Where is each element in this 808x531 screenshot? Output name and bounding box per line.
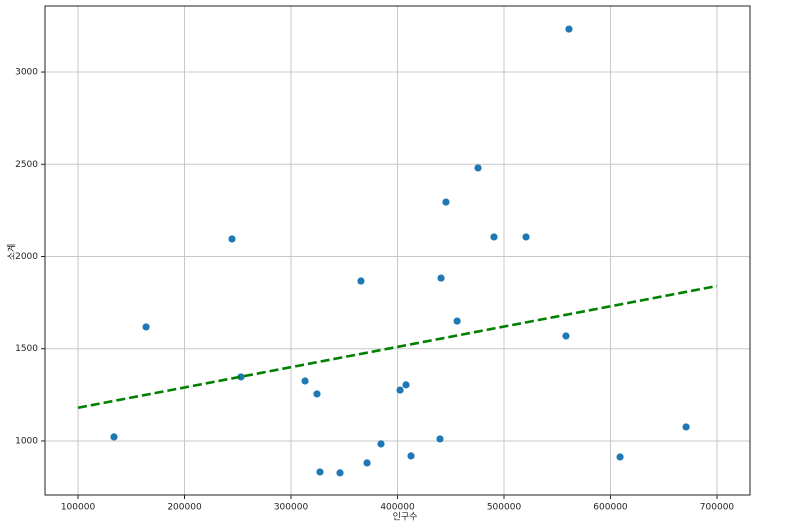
- point: [474, 164, 482, 172]
- x-tick-label: 100000: [61, 503, 96, 513]
- x-tick-label: 200000: [167, 503, 202, 513]
- point: [363, 459, 371, 467]
- point: [377, 440, 385, 448]
- point: [453, 317, 461, 325]
- y-tick-label: 2500: [15, 160, 38, 170]
- point: [407, 452, 415, 460]
- x-tick-label: 400000: [380, 503, 415, 513]
- point: [301, 377, 309, 385]
- point: [437, 274, 445, 282]
- point: [357, 277, 365, 285]
- y-tick-label: 2000: [15, 252, 38, 262]
- point: [436, 435, 444, 443]
- point: [396, 386, 404, 394]
- point: [336, 469, 344, 477]
- point: [616, 453, 624, 461]
- x-tick-label: 300000: [274, 503, 309, 513]
- x-tick-label: 700000: [700, 503, 735, 513]
- x-axis-label: 인구수: [393, 512, 418, 523]
- point: [110, 433, 118, 441]
- point: [237, 373, 245, 381]
- point: [313, 390, 321, 398]
- point: [490, 233, 498, 241]
- point: [316, 468, 324, 476]
- point: [228, 235, 236, 243]
- y-tick-label: 1000: [15, 436, 38, 446]
- y-tick-label: 3000: [15, 68, 38, 78]
- x-tick-label: 500000: [487, 503, 522, 513]
- point: [142, 323, 150, 331]
- point: [522, 233, 530, 241]
- point: [562, 332, 570, 340]
- y-axis-label: 소계: [6, 244, 18, 261]
- point: [565, 25, 573, 33]
- trend-line: [77, 284, 718, 410]
- plot-frame: [44, 5, 751, 496]
- x-tick-label: 600000: [593, 503, 628, 513]
- point: [402, 381, 410, 389]
- point: [442, 198, 450, 206]
- y-tick-label: 1500: [15, 344, 38, 354]
- point: [682, 423, 690, 431]
